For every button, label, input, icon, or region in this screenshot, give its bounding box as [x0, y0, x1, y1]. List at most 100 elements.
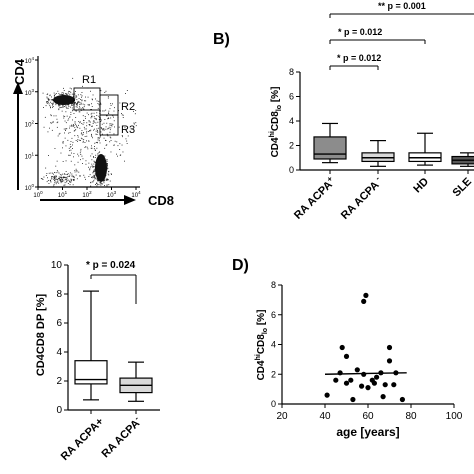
- flow-event-dot: [108, 126, 110, 128]
- flow-x-arrowhead: [124, 195, 136, 205]
- flow-event-dot: [77, 100, 79, 102]
- flow-event-dot: [93, 171, 95, 172]
- flow-event-dot: [69, 150, 71, 152]
- flow-event-dot: [109, 129, 111, 131]
- flow-event-dot: [105, 109, 107, 111]
- flow-event-dot: [48, 103, 50, 105]
- flow-event-dot: [71, 104, 73, 106]
- flow-event-dot: [114, 107, 115, 109]
- flow-x-tick-exp: 3: [114, 190, 117, 195]
- flow-event-dot: [83, 139, 85, 140]
- flow-event-dot: [53, 92, 55, 94]
- panel-c-cat-2: RA ACPA-: [98, 414, 144, 460]
- flow-event-dot: [94, 178, 96, 179]
- scatter-point: [343, 380, 350, 386]
- flow-event-dot: [60, 177, 62, 178]
- flow-event-dot: [101, 119, 102, 121]
- flow-event-dot: [83, 120, 85, 121]
- flow-event-dot: [61, 177, 63, 179]
- flow-event-dot: [64, 106, 65, 107]
- flow-event-dot: [62, 93, 63, 95]
- flow-event-dot: [83, 106, 85, 108]
- flow-event-dot: [60, 179, 61, 180]
- flow-event-dot: [82, 123, 84, 125]
- flow-event-dot: [58, 133, 60, 135]
- flow-event-dot: [113, 110, 115, 112]
- flow-event-dot: [65, 106, 67, 108]
- flow-event-dot: [126, 143, 128, 144]
- flow-event-dot: [50, 115, 52, 117]
- flow-event-dot: [68, 105, 70, 107]
- flow-event-dot: [113, 144, 115, 146]
- panel-b-cat-2: RA ACPA -: [337, 174, 385, 222]
- flow-event-dot: [43, 126, 45, 128]
- flow-event-dot: [63, 92, 64, 94]
- flow-y-tick-label: 101: [25, 151, 35, 160]
- flow-event-dot: [60, 180, 61, 182]
- flow-event-dot: [58, 105, 60, 107]
- flow-event-dot: [45, 105, 47, 107]
- scatter-point: [333, 377, 339, 383]
- flow-event-dot: [71, 137, 73, 139]
- flow-event-dot: [85, 128, 87, 130]
- flow-event-dot: [77, 135, 79, 136]
- flow-event-dot: [62, 179, 64, 180]
- flow-event-dot: [111, 125, 113, 127]
- flow-event-dot: [48, 101, 49, 103]
- flow-event-dot: [72, 176, 74, 178]
- flow-event-dot: [97, 154, 99, 156]
- scatter-point: [361, 298, 367, 304]
- flow-event-dot: [55, 115, 57, 117]
- flow-event-dot: [103, 128, 105, 129]
- flow-event-dot: [88, 140, 90, 142]
- flow-event-dot: [67, 94, 69, 96]
- flow-event-dot: [103, 180, 105, 182]
- flow-event-dot: [107, 164, 108, 166]
- flow-event-dot: [98, 137, 100, 139]
- flow-event-dot: [108, 174, 110, 176]
- flow-event-dot: [68, 118, 70, 120]
- flow-event-dot: [74, 170, 76, 171]
- flow-event-dot: [54, 180, 56, 181]
- flow-event-dot: [61, 94, 63, 96]
- scatter-point: [359, 383, 365, 389]
- flow-event-dot: [74, 171, 76, 173]
- flow-event-dot: [62, 177, 64, 179]
- flow-event-dot: [78, 155, 80, 157]
- flow-event-dot: [88, 104, 90, 106]
- flow-event-dot: [112, 103, 113, 105]
- flow-event-dot: [86, 112, 88, 114]
- flow-event-dot: [106, 169, 108, 171]
- flow-event-dot: [90, 129, 92, 131]
- flow-event-dot: [52, 104, 54, 105]
- flow-event-dot: [90, 90, 91, 92]
- flow-event-dot: [104, 179, 106, 181]
- flow-event-dot: [65, 179, 67, 181]
- flow-event-dot: [69, 93, 71, 95]
- flow-event-dot: [95, 118, 97, 120]
- flow-event-dot: [57, 121, 59, 123]
- flow-event-dot: [81, 155, 83, 157]
- flow-event-dot: [75, 124, 77, 126]
- flow-event-dot: [40, 178, 42, 179]
- flow-event-dot: [70, 178, 72, 180]
- flow-event-dot: [78, 108, 80, 110]
- flow-event-dot: [92, 172, 94, 174]
- flow-event-dot: [81, 108, 83, 110]
- flow-event-dot: [58, 182, 60, 184]
- flow-event-dot: [77, 161, 79, 163]
- flow-event-dot: [89, 168, 91, 170]
- flow-event-dot: [55, 178, 57, 180]
- flow-x-tick-exp: 0: [40, 190, 43, 195]
- panel-b-y-tick-label: 0: [289, 165, 294, 175]
- flow-event-dot: [54, 95, 55, 97]
- panel-d-y-tick-label: 2: [271, 369, 276, 379]
- flow-event-dot: [116, 153, 117, 155]
- flow-event-dot: [74, 121, 76, 123]
- flow-event-dot: [55, 93, 57, 94]
- flow-event-dot: [88, 104, 90, 105]
- flow-event-dot: [91, 177, 92, 178]
- sig-label: * p = 0.024: [86, 260, 136, 271]
- flow-event-dot: [104, 155, 106, 157]
- flow-event-dot: [84, 147, 86, 148]
